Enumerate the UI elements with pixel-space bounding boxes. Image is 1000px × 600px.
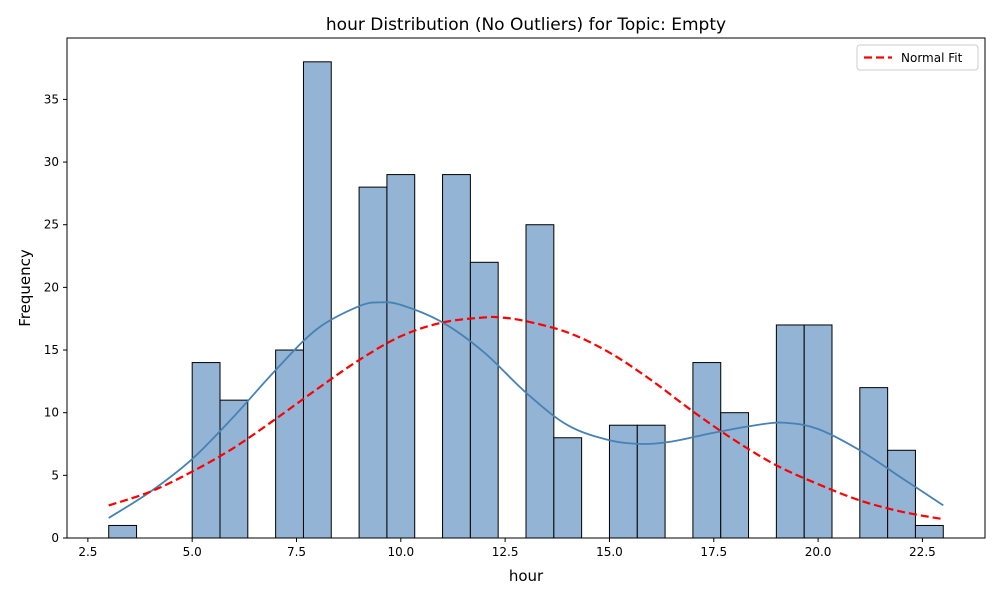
x-tick-label: 5.0 <box>183 545 202 559</box>
fit-lines <box>108 301 944 521</box>
normal-fit-line <box>108 315 944 521</box>
histogram-bar <box>775 324 805 539</box>
kde-line <box>108 301 944 519</box>
x-tick-label: 17.5 <box>700 545 727 559</box>
x-tick-label: 15.0 <box>596 545 623 559</box>
histogram-bar <box>469 261 499 539</box>
x-tick-label: 20.0 <box>805 545 832 559</box>
x-tick-label: 7.5 <box>287 545 306 559</box>
x-tick-label: 2.5 <box>78 545 97 559</box>
legend-label-normal-fit: Normal Fit <box>901 51 963 65</box>
histogram-bar <box>275 349 304 539</box>
histogram-bars <box>108 61 944 539</box>
histogram-bar <box>442 174 471 539</box>
histogram-bar <box>219 399 249 539</box>
y-axis-label: Frequency <box>16 249 34 327</box>
legend-box <box>856 44 979 71</box>
y-tick-label: 0 <box>51 531 59 545</box>
chart-title: hour Distribution (No Outliers) for Topi… <box>326 15 726 35</box>
histogram-bar <box>386 174 416 539</box>
histogram-bar <box>302 61 332 539</box>
histogram-bar <box>914 524 944 539</box>
y-tick-label: 20 <box>44 280 59 294</box>
y-tick-label: 5 <box>51 468 59 482</box>
x-axis-label: hour <box>509 567 544 585</box>
histogram-bar <box>525 224 555 539</box>
y-tick-label: 15 <box>44 343 59 357</box>
y-tick-label: 35 <box>44 92 59 106</box>
histogram-bar <box>692 362 722 539</box>
histogram-bar <box>803 324 833 539</box>
y-tick-label: 25 <box>44 218 59 232</box>
histogram-bar <box>358 186 388 539</box>
legend: Normal Fit <box>856 44 979 71</box>
histogram-bar <box>887 449 916 539</box>
histogram-bar <box>553 437 583 539</box>
histogram-bar <box>859 387 889 539</box>
x-tick-label: 10.0 <box>387 545 414 559</box>
x-tick-label: 12.5 <box>492 545 519 559</box>
x-tick-label: 22.5 <box>909 545 936 559</box>
plot-frame <box>66 37 986 539</box>
y-tick-label: 10 <box>44 406 59 420</box>
histogram-bar <box>108 524 138 539</box>
axes: 2.5 5.0 7.5 10.0 12.5 15.0 17.5 20.0 22.5 0 5 10 15 2… <box>44 37 986 559</box>
histogram-bar <box>191 362 221 539</box>
y-tick-label: 30 <box>44 155 59 169</box>
